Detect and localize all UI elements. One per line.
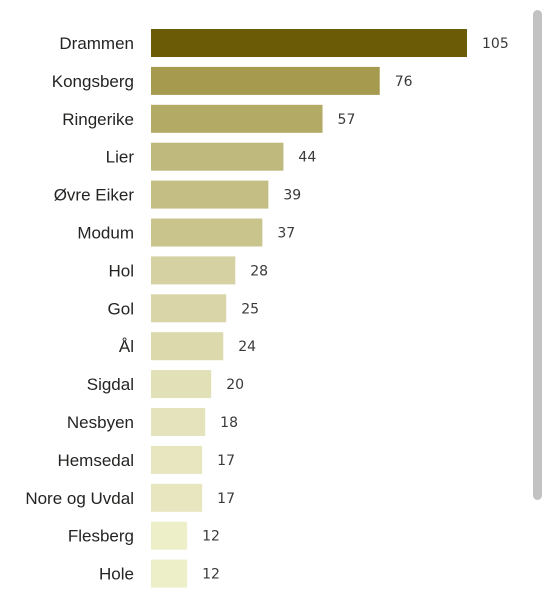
bar[interactable] bbox=[151, 483, 203, 512]
bar[interactable] bbox=[151, 29, 467, 57]
category-label: Flesberg bbox=[68, 527, 134, 546]
category-label: Ringerike bbox=[62, 110, 134, 129]
bar[interactable] bbox=[151, 180, 269, 209]
value-label: 25 bbox=[241, 301, 259, 317]
category-label: Nesbyen bbox=[67, 413, 134, 432]
bar[interactable] bbox=[151, 142, 284, 171]
bar[interactable] bbox=[151, 332, 224, 361]
bar[interactable] bbox=[151, 370, 212, 399]
category-label: Kongsberg bbox=[52, 72, 134, 91]
value-label: 39 bbox=[283, 188, 301, 204]
bar[interactable] bbox=[151, 559, 188, 588]
value-label: 57 bbox=[338, 112, 356, 128]
value-label: 12 bbox=[202, 529, 220, 545]
category-label: Nore og Uvdal bbox=[25, 489, 134, 508]
value-label: 76 bbox=[395, 74, 413, 90]
value-label: 20 bbox=[226, 377, 244, 393]
category-label: Ål bbox=[119, 337, 134, 356]
value-label: 28 bbox=[250, 263, 268, 279]
bar[interactable] bbox=[151, 104, 323, 133]
category-label: Hemsedal bbox=[57, 451, 134, 470]
category-label: Hol bbox=[108, 261, 134, 280]
bar[interactable] bbox=[151, 445, 203, 474]
bar-chart: Drammen 105 Kongsberg 76 Ringerike 57 Lier 44 Øv… bbox=[25, 29, 509, 588]
category-label: Gol bbox=[108, 299, 134, 318]
bar[interactable] bbox=[151, 521, 188, 550]
category-label: Modum bbox=[77, 224, 134, 243]
value-label: 17 bbox=[217, 453, 235, 469]
category-label: Lier bbox=[106, 148, 135, 167]
value-label: 18 bbox=[220, 415, 238, 431]
bar[interactable] bbox=[151, 408, 206, 436]
category-label: Øvre Eiker bbox=[54, 186, 135, 205]
value-label: 24 bbox=[238, 339, 256, 355]
bar[interactable] bbox=[151, 256, 236, 285]
scrollbar-thumb[interactable] bbox=[533, 10, 542, 500]
category-label: Drammen bbox=[59, 34, 134, 53]
bar[interactable] bbox=[151, 66, 380, 95]
value-label: 17 bbox=[217, 491, 235, 507]
value-label: 37 bbox=[277, 226, 295, 242]
bar[interactable] bbox=[151, 218, 263, 247]
chart-panel: Drammen 105 Kongsberg 76 Ringerike 57 Lier 44 Øv… bbox=[25, 29, 509, 588]
value-label: 12 bbox=[202, 567, 220, 583]
value-label: 105 bbox=[482, 36, 509, 52]
category-label: Sigdal bbox=[87, 375, 134, 394]
value-label: 44 bbox=[298, 150, 316, 166]
category-label: Hole bbox=[99, 565, 134, 584]
bar[interactable] bbox=[151, 294, 227, 323]
